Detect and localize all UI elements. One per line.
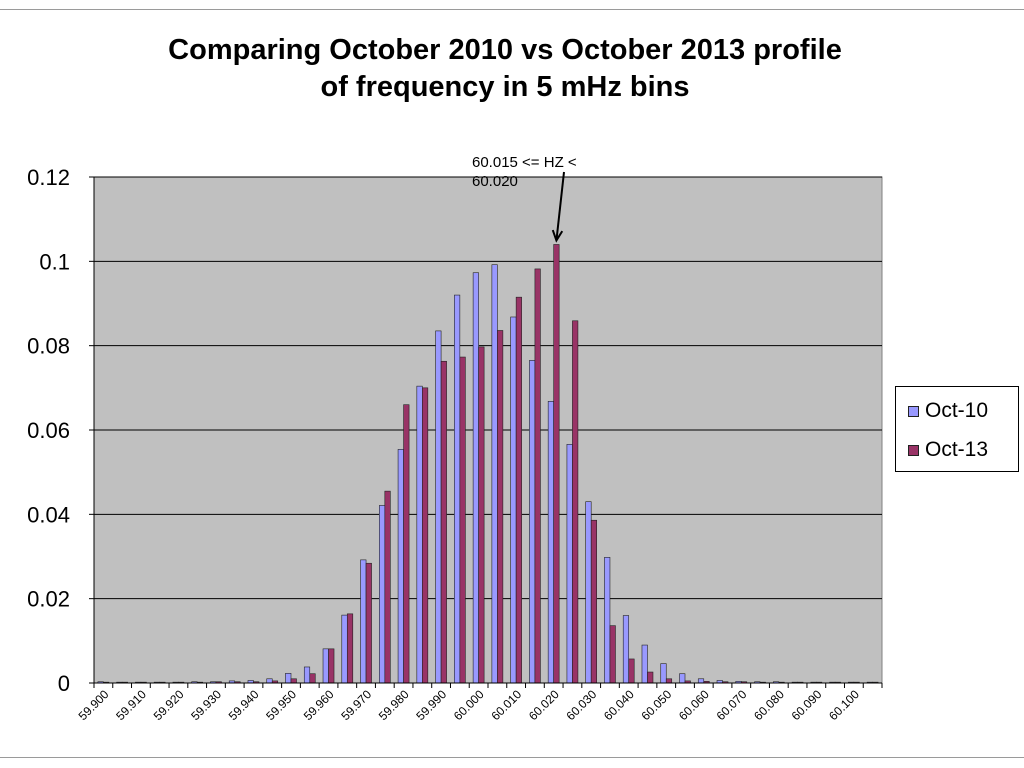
bar-oct-13 [459, 356, 466, 684]
bar-oct-10 [697, 678, 705, 684]
y-tick-label: 0.12 [27, 165, 70, 190]
bar-oct-10 [379, 505, 386, 684]
x-tick-label: 60.060 [676, 687, 712, 723]
bar-oct-10 [322, 648, 329, 684]
legend-label-oct-10: Oct-10 [925, 399, 989, 422]
bar-oct-10 [660, 663, 667, 684]
x-tick-label: 60.030 [563, 687, 599, 723]
y-tick-label: 0 [58, 671, 70, 696]
bar-oct-10 [285, 673, 292, 684]
bar-oct-10 [491, 264, 498, 684]
x-tick-label: 60.080 [751, 687, 787, 723]
bar-oct-10 [454, 294, 461, 684]
bar-oct-10 [585, 501, 592, 684]
bar-oct-10 [397, 449, 404, 684]
bar-oct-13 [384, 490, 391, 684]
bar-oct-13 [665, 678, 673, 684]
bar-oct-13 [590, 519, 597, 684]
bar-oct-13 [534, 268, 541, 684]
legend-label-oct-13: Oct-13 [925, 438, 989, 461]
legend-swatch-oct-10 [908, 405, 919, 417]
x-tick-label: 59.930 [188, 687, 224, 723]
bar-oct-10 [416, 385, 423, 684]
bar-oct-10 [360, 559, 367, 684]
bar-oct-10 [604, 557, 611, 684]
frame-bottom-line [0, 757, 1024, 758]
annotation-line-1: 60.015 <= HZ < [472, 154, 577, 171]
legend-item-oct-13: Oct-13 [908, 437, 988, 463]
annotation-arrow-line [555, 171, 565, 241]
x-tick-label: 60.000 [451, 687, 487, 723]
x-tick-label: 59.950 [263, 687, 299, 723]
y-tick-label: 0.06 [27, 418, 70, 443]
chart-title-line-1: Comparing October 2010 vs October 2013 p… [168, 34, 842, 66]
bar-oct-13 [572, 320, 579, 684]
bar-oct-13 [647, 671, 654, 684]
bar-oct-13 [515, 296, 522, 684]
bar-oct-13 [553, 244, 560, 684]
x-tick-label: 59.940 [226, 687, 262, 723]
bar-oct-13 [290, 678, 297, 684]
bar-oct-13 [628, 658, 635, 684]
legend-swatch-oct-13 [908, 444, 919, 456]
bar-oct-13 [497, 330, 504, 684]
x-tick-label: 59.970 [338, 687, 374, 723]
x-tick-label: 60.090 [789, 687, 825, 723]
x-tick-label: 59.900 [76, 687, 112, 723]
x-tick-label: 59.920 [151, 687, 187, 723]
y-tick-label: 0.04 [27, 502, 70, 527]
bar-oct-10 [566, 444, 573, 684]
bar-oct-10 [622, 615, 630, 684]
x-tick-label: 59.910 [113, 687, 149, 723]
bar-oct-13 [478, 346, 485, 684]
annotation-line-2: 60.020 [472, 173, 518, 190]
x-tick-label: 60.020 [526, 687, 562, 723]
bar-oct-13 [422, 387, 429, 684]
bar-oct-13 [346, 613, 354, 684]
bar-oct-10 [510, 316, 517, 684]
legend-item-oct-10: Oct-10 [908, 398, 988, 424]
x-tick-label: 59.960 [301, 687, 337, 723]
bar-oct-13 [403, 404, 410, 684]
y-tick-label: 0.1 [39, 249, 70, 274]
bar-oct-10 [303, 666, 311, 684]
x-tick-label: 60.050 [639, 687, 675, 723]
bar-oct-13 [309, 673, 316, 684]
x-tick-label: 60.070 [714, 687, 750, 723]
bar-oct-10 [472, 272, 479, 684]
x-tick-label: 60.100 [826, 687, 862, 723]
x-tick-label: 59.990 [413, 687, 449, 723]
bar-oct-10 [547, 401, 554, 684]
chart-legend: Oct-10 Oct-13 [895, 386, 1019, 472]
chart-title-line-2: of frequency in 5 mHz bins [320, 71, 690, 103]
frame-top-line [0, 9, 1024, 10]
bar-oct-13 [609, 625, 616, 684]
bar-oct-10 [266, 678, 273, 684]
x-tick-label: 60.040 [601, 687, 637, 723]
chart-title: Comparing October 2010 vs October 2013 p… [60, 32, 950, 106]
annotation-arrow-head [551, 229, 564, 243]
bar-oct-13 [365, 562, 372, 684]
bar-oct-10 [641, 644, 648, 684]
y-tick-label: 0.02 [27, 587, 70, 612]
bar-oct-10 [435, 330, 442, 684]
bar-oct-13 [440, 360, 447, 684]
peak-annotation: 60.015 <= HZ < 60.020 [472, 153, 632, 191]
bar-oct-13 [328, 648, 335, 684]
x-tick-label: 59.980 [376, 687, 412, 723]
y-tick-label: 0.08 [27, 334, 70, 359]
bar-oct-10 [679, 673, 686, 684]
bar-oct-10 [341, 614, 348, 684]
x-tick-label: 60.010 [488, 687, 524, 723]
bar-oct-10 [529, 360, 536, 684]
